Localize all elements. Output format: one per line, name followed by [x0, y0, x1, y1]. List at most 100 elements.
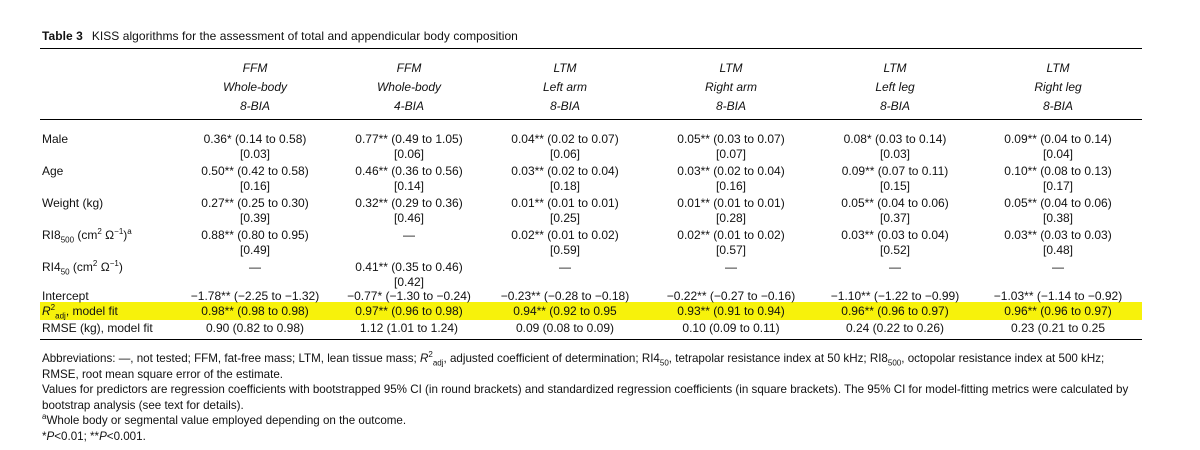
table-cell: −0.77* (−1.30 to −0.24) [319, 289, 499, 304]
footnote-a: aWhole body or segmental value employed … [42, 412, 407, 428]
row-label-r2adj: R2adj, model fit [42, 303, 118, 321]
column-header-5: LTM Left leg 8-BIA [820, 59, 970, 116]
cell-coef: 0.98** (0.98 to 0.98) [201, 304, 309, 318]
cell-coef: — [725, 260, 737, 274]
table-bottom-rule [40, 339, 1142, 340]
table-number: Table 3 [42, 29, 83, 43]
table-cell: — [319, 228, 499, 243]
table-cell: — [475, 260, 655, 275]
table-header-rule [40, 119, 1142, 120]
cell-coef: 0.93** (0.91 to 0.94) [677, 304, 785, 318]
table-cell: 0.10 (0.09 to 0.11) [641, 321, 821, 336]
cell-coef: — [249, 260, 261, 274]
cell-coef: 0.41** (0.35 to 0.46) [355, 260, 463, 274]
cell-std: [0.52] [879, 243, 911, 257]
column-method: 4-BIA [393, 99, 424, 113]
cell-coef: 0.10 (0.09 to 0.11) [682, 321, 780, 335]
row-label-weight: Weight (kg) [42, 196, 104, 210]
table-cell: — [968, 260, 1148, 275]
abbreviations-note: Abbreviations: —, not tested; FFM, fat-f… [42, 350, 1105, 381]
table-cell: 0.96** (0.96 to 0.97) [968, 304, 1148, 319]
cell-std: [0.16] [239, 179, 271, 193]
table-cell: 0.01** (0.01 to 0.01) [0.28] [641, 196, 821, 226]
cell-coef: 0.90 (0.82 to 0.98) [205, 321, 305, 335]
cell-std: [0.03] [879, 147, 911, 161]
cell-std: [0.06] [393, 147, 425, 161]
table-cell: 0.77** (0.49 to 1.05) [0.06] [319, 132, 499, 162]
cell-coef: 0.27** (0.25 to 0.30) [201, 196, 309, 210]
column-segment: Left arm [542, 80, 587, 94]
table-cell: 0.94** (0.92 to 0.95 [475, 304, 655, 319]
cell-coef: — [559, 260, 571, 274]
cell-coef: 0.05** (0.04 to 0.06) [841, 196, 949, 210]
cell-coef: 0.77** (0.49 to 1.05) [355, 132, 463, 146]
cell-coef: 0.97** (0.96 to 0.98) [355, 304, 463, 318]
cell-coef: 0.23 (0.21 to 0.25 [1010, 321, 1106, 335]
cell-coef: 0.03** (0.03 to 0.04) [841, 228, 949, 242]
table-cell: 0.10** (0.08 to 0.13) [0.17] [968, 164, 1148, 194]
cell-std: [0.46] [393, 211, 425, 225]
column-outcome: LTM [1046, 61, 1070, 75]
table-cell: 0.01** (0.01 to 0.01) [0.25] [475, 196, 655, 226]
table-cell: 0.50** (0.42 to 0.58) [0.16] [165, 164, 345, 194]
column-outcome: LTM [553, 61, 577, 75]
cell-std: [0.17] [1042, 179, 1074, 193]
table-cell: — [165, 260, 345, 275]
cell-coef: −0.77* (−1.30 to −0.24) [347, 289, 471, 303]
table-cell: −1.03** (−1.14 to −0.92) [968, 289, 1148, 304]
column-header-3: LTM Left arm 8-BIA [490, 59, 640, 116]
column-method: 8-BIA [549, 99, 580, 113]
cell-coef: −1.78** (−2.25 to −1.32) [190, 289, 320, 303]
cell-coef: −1.03** (−1.14 to −0.92) [993, 289, 1123, 303]
table-top-rule [40, 48, 1142, 49]
cell-coef: 0.01** (0.01 to 0.01) [677, 196, 785, 210]
cell-coef: 0.50** (0.42 to 0.58) [201, 164, 309, 178]
cell-coef: 0.10** (0.08 to 0.13) [1004, 164, 1112, 178]
cell-std: [0.39] [239, 211, 271, 225]
cell-coef: −1.10** (−1.22 to −0.99) [830, 289, 960, 303]
cell-std: [0.03] [239, 147, 271, 161]
cell-std: [0.25] [549, 211, 581, 225]
table-footnotes: Abbreviations: —, not tested; FFM, fat-f… [42, 351, 1152, 445]
table-cell: 0.32** (0.29 to 0.36) [0.46] [319, 196, 499, 226]
cell-std: [0.48] [1042, 243, 1074, 257]
cell-coef: — [403, 228, 415, 242]
cell-std: [0.42] [393, 275, 425, 289]
cell-coef: −0.23** (−0.28 to −0.18) [500, 289, 630, 303]
cell-std: [0.59] [549, 243, 581, 257]
cell-coef: 0.46** (0.36 to 0.56) [355, 164, 463, 178]
column-method: 8-BIA [879, 99, 910, 113]
table-cell: 0.05** (0.04 to 0.06) [0.38] [968, 196, 1148, 226]
significance-note: *P<0.01; **P<0.001. [42, 429, 146, 443]
table-cell: 0.23 (0.21 to 0.25 [968, 321, 1148, 336]
cell-coef: 1.12 (1.01 to 1.24) [359, 321, 459, 335]
cell-coef: 0.88** (0.80 to 0.95) [201, 228, 309, 242]
cell-std: [0.18] [549, 179, 581, 193]
table-cell: 0.05** (0.04 to 0.06) [0.37] [805, 196, 985, 226]
column-segment: Left leg [875, 80, 915, 94]
cell-coef: — [1052, 260, 1064, 274]
table-cell: −1.78** (−2.25 to −1.32) [165, 289, 345, 304]
column-header-2: FFM Whole-body 4-BIA [334, 59, 484, 116]
row-label-ri8: RI8500 (cm2 Ω−1)a [42, 227, 132, 245]
cell-coef: 0.96** (0.96 to 0.97) [841, 304, 949, 318]
table-cell: −0.23** (−0.28 to −0.18) [475, 289, 655, 304]
row-label-ri4: RI450 (cm2 Ω−1) [42, 259, 123, 277]
cell-std: [0.07] [715, 147, 747, 161]
cell-coef: 0.08* (0.03 to 0.14) [843, 132, 947, 146]
cell-coef: 0.36* (0.14 to 0.58) [203, 132, 307, 146]
cell-std: [0.14] [393, 179, 425, 193]
table-cell: −0.22** (−0.27 to −0.16) [641, 289, 821, 304]
cell-std: [0.16] [715, 179, 747, 193]
cell-coef: 0.32** (0.29 to 0.36) [355, 196, 463, 210]
table-cell: 0.93** (0.91 to 0.94) [641, 304, 821, 319]
cell-std: [0.15] [879, 179, 911, 193]
cell-coef: 0.03** (0.03 to 0.03) [1004, 228, 1112, 242]
cell-coef: 0.05** (0.04 to 0.06) [1004, 196, 1112, 210]
cell-coef: 0.02** (0.01 to 0.02) [511, 228, 619, 242]
column-outcome: LTM [719, 61, 743, 75]
table-cell: 0.36* (0.14 to 0.58) [0.03] [165, 132, 345, 162]
cell-coef: 0.02** (0.01 to 0.02) [677, 228, 785, 242]
cell-std: [0.04] [1042, 147, 1074, 161]
table-cell: 0.03** (0.03 to 0.03) [0.48] [968, 228, 1148, 258]
